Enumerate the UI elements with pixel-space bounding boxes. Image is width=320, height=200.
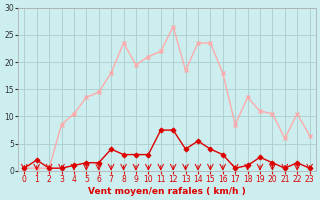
X-axis label: Vent moyen/en rafales ( km/h ): Vent moyen/en rafales ( km/h ): [88, 187, 246, 196]
